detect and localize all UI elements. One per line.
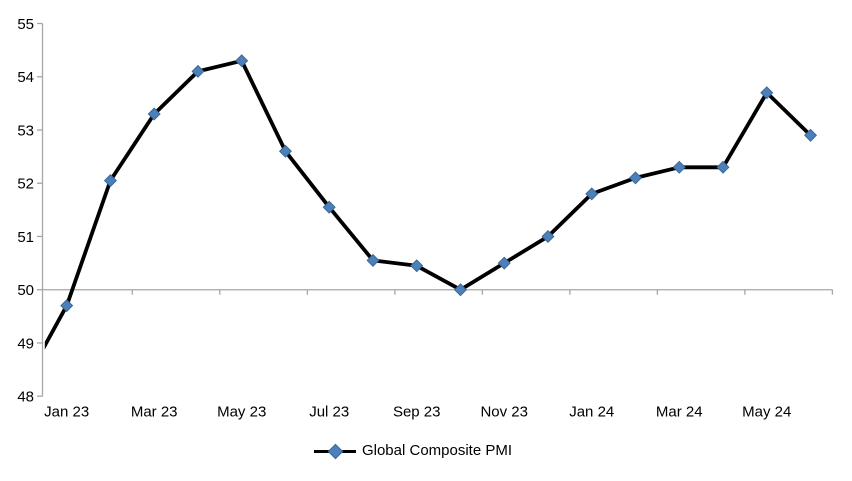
data-point-marker <box>716 160 730 174</box>
y-tick-label: 51 <box>17 229 34 246</box>
data-point-marker <box>278 144 292 158</box>
legend-label: Global Composite PMI <box>361 442 513 459</box>
x-tick-label: Jan 24 <box>569 404 614 421</box>
data-point-marker <box>541 229 555 243</box>
y-tick-label: 49 <box>17 335 34 352</box>
data-point-marker <box>410 259 424 273</box>
chart-legend: Global Composite PMI <box>313 442 513 460</box>
data-point-marker <box>760 86 774 100</box>
data-point-marker <box>366 253 380 267</box>
x-tick-label: Mar 23 <box>131 404 178 421</box>
data-point-marker <box>191 64 205 78</box>
x-tick-label: Sep 23 <box>393 404 441 421</box>
y-tick-label: 50 <box>17 282 34 299</box>
data-point-marker <box>147 107 161 121</box>
data-point-marker <box>235 54 249 68</box>
data-point-marker <box>453 283 467 297</box>
x-tick-label: Jan 23 <box>44 404 89 421</box>
data-point-marker <box>60 299 74 313</box>
x-tick-label: Jul 23 <box>309 404 349 421</box>
pmi-series-line <box>44 58 812 350</box>
x-tick-label: May 24 <box>742 404 791 421</box>
legend-line-marker-sample <box>313 443 356 460</box>
legend-diamond-icon <box>327 443 344 460</box>
y-tick-label: 48 <box>17 389 34 406</box>
y-tick-label: 54 <box>17 69 34 86</box>
y-tick-label: 53 <box>17 122 34 139</box>
data-point-marker <box>804 128 818 142</box>
y-tick-label: 52 <box>17 176 34 193</box>
data-point-marker <box>672 160 686 174</box>
x-tick-label: Mar 24 <box>656 404 703 421</box>
data-point-marker <box>103 174 117 188</box>
x-tick-label: Nov 23 <box>480 404 528 421</box>
data-point-marker <box>585 187 599 201</box>
data-point-marker <box>497 256 511 270</box>
data-point-marker <box>628 171 643 185</box>
y-tick-label: 55 <box>17 16 34 33</box>
data-point-marker <box>322 200 336 214</box>
x-tick-label: May 23 <box>217 404 266 421</box>
